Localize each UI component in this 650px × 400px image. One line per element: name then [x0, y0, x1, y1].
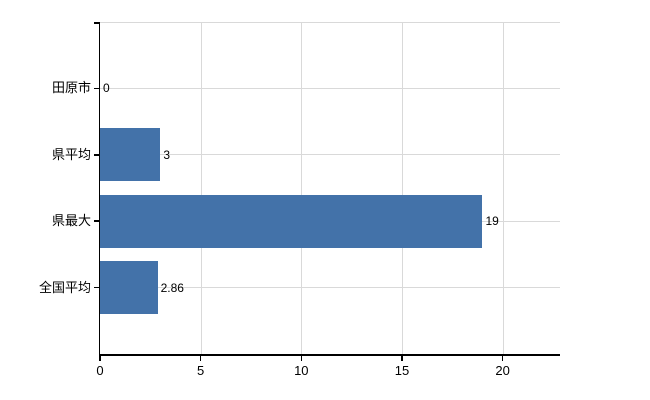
y-axis-tick: [94, 87, 99, 90]
x-axis-line: [98, 354, 560, 356]
y-axis-tick: [94, 286, 99, 289]
bar-value-label: 2.86: [160, 280, 184, 295]
x-gridline: [502, 22, 504, 354]
x-axis-tick-label: 5: [197, 363, 205, 378]
y-gridline: [100, 287, 560, 289]
x-gridline: [301, 22, 303, 354]
category-label: 田原市: [51, 80, 91, 96]
y-axis-tick: [94, 154, 99, 156]
x-axis-tick-label: 20: [495, 363, 510, 378]
y-axis-tick: [94, 220, 99, 222]
x-gridline: [200, 22, 202, 354]
x-axis-tick: [401, 355, 403, 361]
y-gridline: [100, 87, 560, 89]
x-gridline: [401, 22, 403, 354]
bar[interactable]: [100, 194, 483, 248]
x-axis-tick: [300, 355, 303, 361]
bar-value-label: 0: [103, 81, 110, 96]
y-axis-tick: [94, 22, 99, 24]
category-label: 県最大: [51, 213, 91, 229]
x-axis-tick: [99, 355, 101, 361]
y-gridline: [100, 154, 560, 156]
bar[interactable]: [100, 128, 161, 182]
plot-top-gridline: [100, 22, 560, 23]
category-label: 県平均: [51, 146, 91, 162]
x-axis-tick-label: 0: [96, 363, 104, 378]
bar-value-label: 19: [485, 214, 499, 229]
bar-value-label: 3: [163, 147, 171, 162]
x-axis-tick-label: 15: [394, 363, 410, 378]
bar[interactable]: [100, 261, 158, 315]
x-axis-tick-label: 10: [294, 363, 309, 378]
x-axis-tick: [501, 355, 504, 361]
x-axis-tick: [199, 355, 202, 361]
category-label: 全国平均: [38, 279, 91, 295]
y-axis-line: [98, 22, 100, 355]
